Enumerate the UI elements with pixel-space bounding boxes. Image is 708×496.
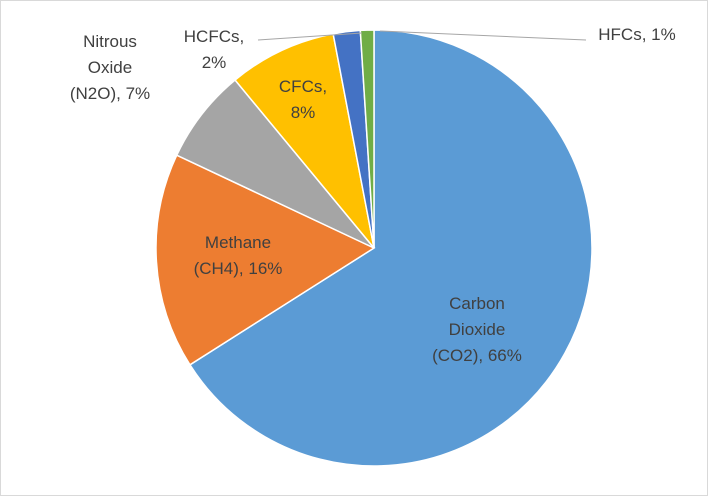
data-label: HCFCs 2% <box>182 24 247 76</box>
data-label: Methane (CH4)16% <box>183 230 293 282</box>
category-label: HFCs <box>598 25 651 44</box>
data-label: Nitrous Oxide (N2O)7% <box>63 29 158 107</box>
value-label: 1% <box>651 25 676 44</box>
value-label: 16% <box>248 259 283 278</box>
pie-slice <box>233 32 375 249</box>
value-label: 66% <box>487 346 522 365</box>
pie-slice <box>359 29 375 249</box>
pie-slice <box>155 154 376 366</box>
leader-line <box>257 32 363 41</box>
value-label: 7% <box>125 84 151 103</box>
data-label: HFCs1% <box>567 22 707 48</box>
data-label: Carbon Dioxide (CO2)66% <box>425 291 530 369</box>
data-label: CFCs 8% <box>278 74 328 126</box>
value-label: 2% <box>201 53 227 72</box>
value-label: 8% <box>290 103 316 122</box>
category-label: CFCs <box>279 77 327 96</box>
leader-line <box>379 30 587 41</box>
pie-slice <box>188 29 593 467</box>
category-label: Carbon Dioxide (CO2) <box>432 294 505 365</box>
category-label: HCFCs <box>184 27 244 46</box>
